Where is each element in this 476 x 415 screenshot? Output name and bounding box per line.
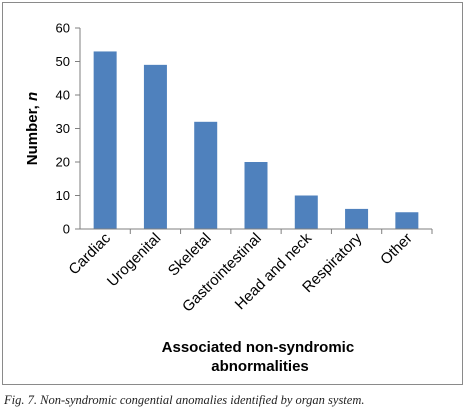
y-axis-title: Number, n (24, 92, 41, 165)
x-axis-title: Associated non-syndromic abnormalities (162, 339, 359, 375)
bars (93, 51, 419, 230)
x-axis-title-line2: abnormalities (211, 358, 309, 375)
bar-gastrointestinal (244, 162, 268, 229)
bar-other (395, 212, 419, 229)
y-tick-label: 50 (56, 54, 70, 69)
y-axis-title-main: Number, (24, 101, 41, 165)
x-tick-label: Other (377, 230, 416, 269)
y-axis-ticks: 0 10 20 30 40 50 60 (56, 21, 80, 237)
figure-frame (2, 2, 463, 385)
bar-skeletal (194, 121, 218, 229)
y-axis-title-italic: n (24, 92, 41, 101)
x-tick-label: Urogenital (104, 230, 164, 290)
figure-caption: Fig. 7. Non-syndromic congential anomali… (4, 393, 365, 407)
x-axis-title-line1: Associated non-syndromic (162, 339, 355, 356)
y-tick-label: 20 (56, 155, 70, 170)
y-tick-label: 40 (56, 88, 70, 103)
y-tick-label: 0 (63, 222, 70, 237)
y-tick-label: 10 (56, 188, 70, 203)
bar-urogenital (143, 64, 167, 229)
y-tick-label: 30 (56, 121, 70, 136)
bar-respiratory (345, 208, 369, 229)
bar-cardiac (93, 51, 117, 230)
bar-head-and-neck (294, 195, 318, 229)
x-tick-label: Cardiac (65, 229, 114, 278)
x-tick-label: Skeletal (165, 230, 215, 280)
y-tick-label: 60 (56, 21, 70, 36)
